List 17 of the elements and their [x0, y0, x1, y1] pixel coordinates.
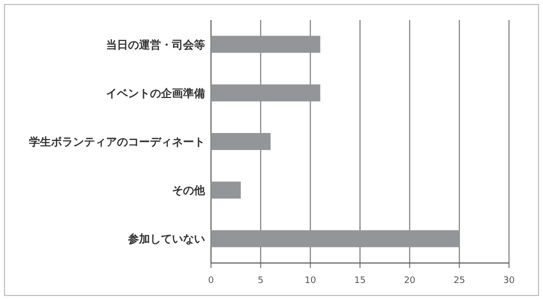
y-tick-label: イベントの企画準備	[106, 86, 205, 100]
x-tick-label: 15	[354, 276, 366, 286]
x-tick-label: 20	[404, 276, 416, 286]
bar	[211, 84, 320, 102]
x-tick-label: 10	[304, 276, 316, 286]
x-tick-label: 30	[503, 276, 515, 286]
bar	[211, 182, 241, 199]
y-tick-label: 学生ボランティアのコーディネート	[29, 136, 205, 148]
y-tick-label: 当日の運営・司会等	[106, 38, 205, 52]
x-tick-label: 0	[208, 276, 214, 286]
y-tick-label: その他	[172, 184, 206, 198]
bar	[211, 36, 320, 53]
bar	[211, 133, 271, 150]
y-tick-label: 参加していない	[127, 232, 205, 246]
bar	[211, 230, 460, 248]
x-tick-label: 5	[258, 276, 264, 286]
x-tick-label: 25	[454, 276, 466, 286]
